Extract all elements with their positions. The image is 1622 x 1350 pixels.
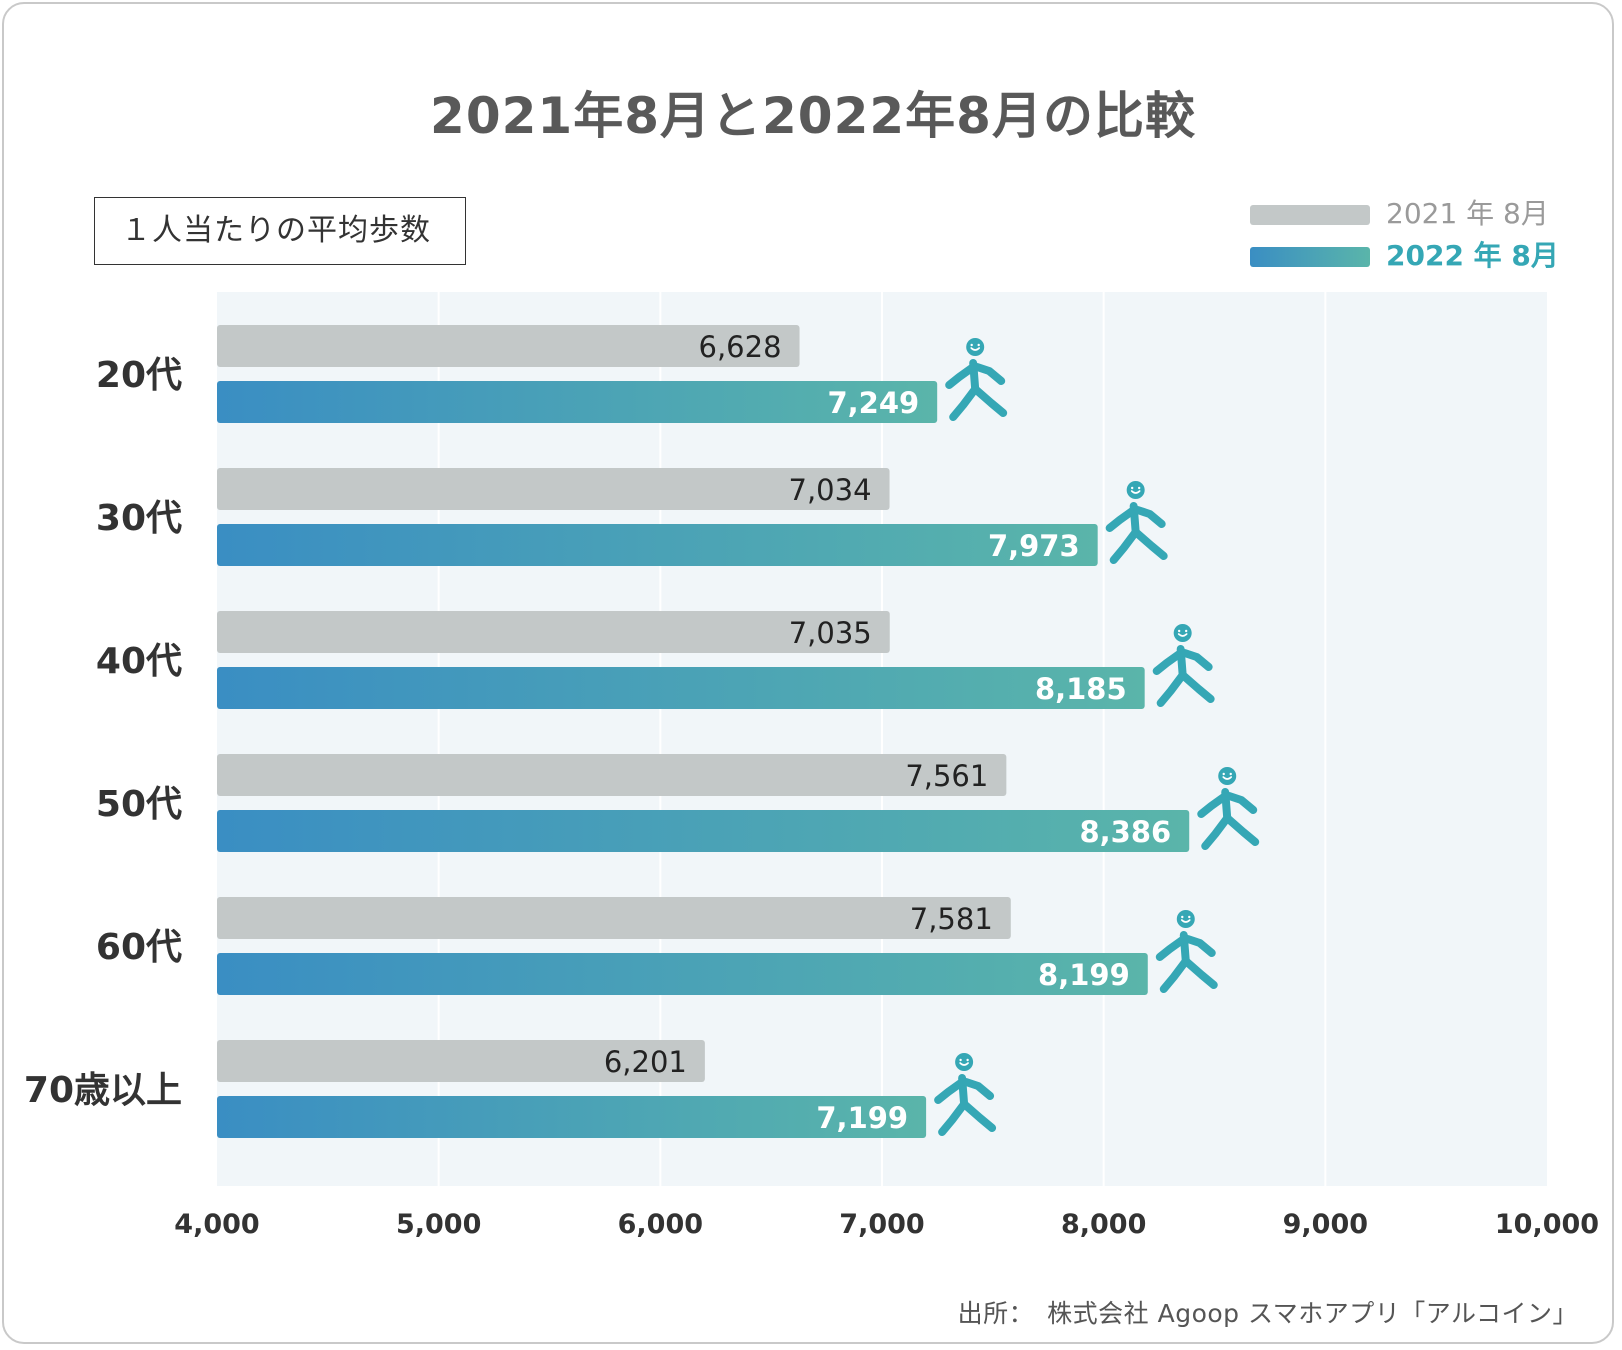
bar-2022 xyxy=(217,953,1148,995)
data-label-2021: 7,561 xyxy=(905,759,988,793)
bar-2021 xyxy=(217,611,890,653)
data-label-2022: 8,185 xyxy=(1035,672,1127,706)
data-label-2021: 6,201 xyxy=(604,1045,687,1079)
bar-2022 xyxy=(217,524,1098,566)
data-label-2022: 7,199 xyxy=(816,1101,908,1135)
legend-label-2021: 2021 年 8月 xyxy=(1386,197,1549,230)
chart-title: 2021年8月と2022年8月の比較 xyxy=(430,87,1196,145)
source-note: 出所： 株式会社 Agoop スマホアプリ「アルコイン」 xyxy=(957,1299,1578,1328)
x-tick-label: 8,000 xyxy=(1061,1209,1146,1240)
data-label-2022: 7,249 xyxy=(827,386,919,420)
x-tick-label: 9,000 xyxy=(1283,1209,1368,1240)
bar-2021 xyxy=(217,754,1007,796)
data-label-2021: 7,034 xyxy=(789,473,872,507)
legend-swatch-2021 xyxy=(1250,205,1370,225)
bar-2021 xyxy=(217,897,1011,939)
walking-person-icon xyxy=(934,1053,997,1136)
category-label: 50代 xyxy=(96,784,182,825)
bar-2021 xyxy=(217,325,800,367)
category-label: 30代 xyxy=(96,498,182,539)
data-label-2022: 7,973 xyxy=(988,529,1080,563)
walking-person-icon xyxy=(1105,481,1168,564)
bar-2022 xyxy=(217,810,1190,852)
data-label-2022: 8,386 xyxy=(1079,815,1171,849)
data-label-2021: 6,628 xyxy=(699,330,782,364)
bar-2021 xyxy=(217,1040,705,1082)
bar-2022 xyxy=(217,1096,927,1138)
walking-person-icon xyxy=(1152,624,1215,707)
metric-label-box: １人当たりの平均歩数 xyxy=(94,197,466,265)
data-label-2021: 7,035 xyxy=(789,616,872,650)
data-label-2022: 8,199 xyxy=(1038,958,1130,992)
walking-person-icon xyxy=(1197,767,1260,850)
x-tick-label: 6,000 xyxy=(618,1209,703,1240)
legend-swatch-2022 xyxy=(1250,247,1370,267)
category-label: 40代 xyxy=(96,641,182,682)
category-label: 60代 xyxy=(96,927,182,968)
category-label: 70歳以上 xyxy=(24,1070,182,1111)
x-tick-label: 10,000 xyxy=(1495,1209,1599,1240)
x-tick-label: 4,000 xyxy=(174,1209,259,1240)
walking-person-icon xyxy=(1155,910,1218,993)
x-tick-label: 7,000 xyxy=(839,1209,924,1240)
x-tick-label: 5,000 xyxy=(396,1209,481,1240)
bar-2021 xyxy=(217,468,890,510)
legend-label-2022: 2022 年 8月 xyxy=(1386,239,1559,272)
walking-person-icon xyxy=(945,338,1008,421)
category-label: 20代 xyxy=(96,355,182,396)
bar-2022 xyxy=(217,381,938,423)
bar-2022 xyxy=(217,667,1145,709)
data-label-2021: 7,581 xyxy=(910,902,993,936)
